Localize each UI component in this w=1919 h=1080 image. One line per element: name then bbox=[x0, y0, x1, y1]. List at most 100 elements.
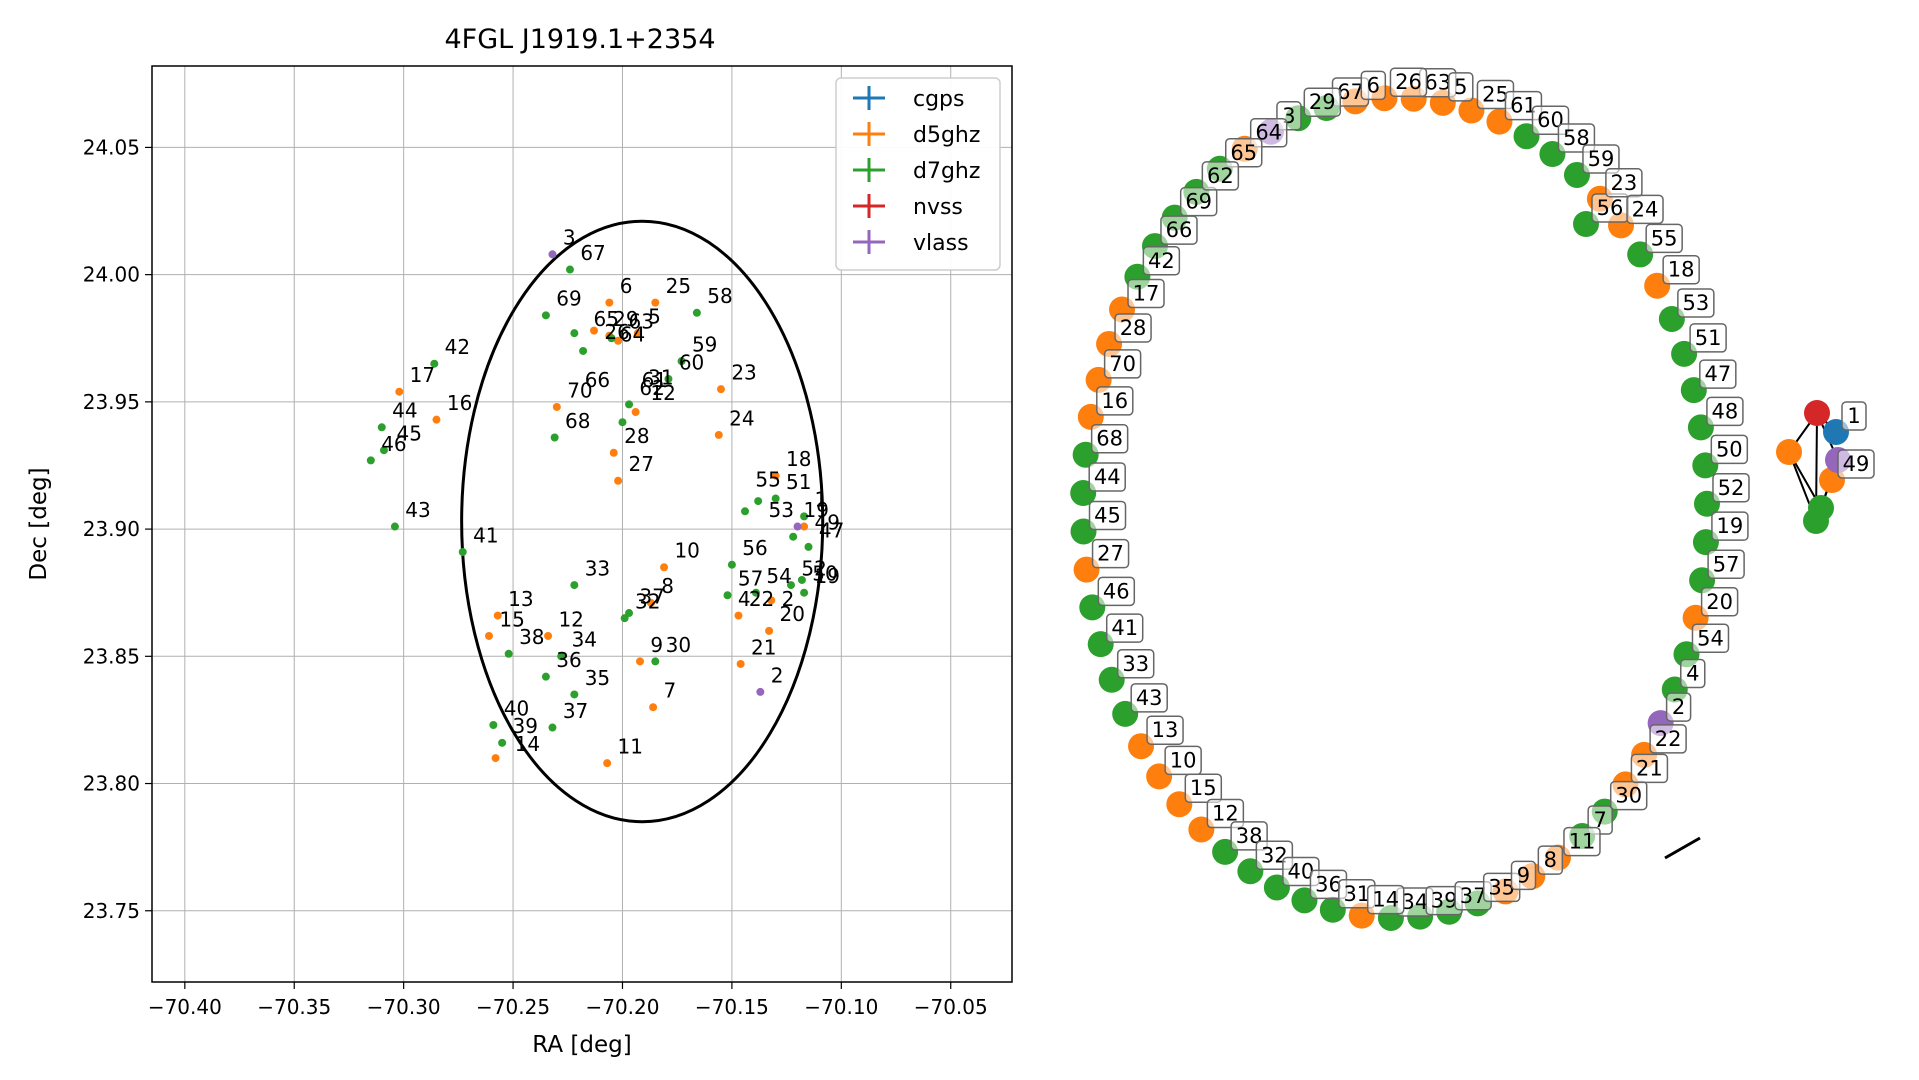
point-label: 49 bbox=[814, 511, 839, 535]
graph-node-label: 33 bbox=[1116, 649, 1155, 679]
graph-node-label: 24 bbox=[1626, 194, 1664, 225]
point-label: 67 bbox=[580, 241, 605, 265]
point-d7ghz bbox=[458, 547, 467, 556]
point-label: 68 bbox=[565, 409, 590, 433]
point-d7ghz bbox=[377, 423, 386, 432]
graph-node-label: 7 bbox=[1587, 805, 1613, 835]
graph-node-label: 51 bbox=[1689, 323, 1727, 353]
graph-node-label: 11 bbox=[1563, 826, 1601, 857]
label-text: 6 bbox=[1367, 73, 1380, 97]
label-text: 30 bbox=[1615, 784, 1642, 808]
point-label: 69 bbox=[556, 287, 581, 311]
point-label: 33 bbox=[585, 556, 610, 580]
graph-node-label: 67 bbox=[1331, 77, 1370, 107]
graph-node-label: 17 bbox=[1127, 278, 1165, 309]
label-text: 9 bbox=[1517, 863, 1530, 887]
point-d5ghz bbox=[765, 626, 774, 635]
label-text: 36 bbox=[1315, 872, 1342, 896]
graph-node-label: 48 bbox=[1706, 396, 1744, 427]
label-text: 11 bbox=[1569, 830, 1596, 854]
label-text: 20 bbox=[1706, 590, 1733, 614]
label-text: 46 bbox=[1103, 579, 1130, 603]
label-box bbox=[1116, 649, 1155, 679]
x-tick-label: −70.25 bbox=[476, 995, 550, 1019]
label-text: 5 bbox=[1454, 75, 1467, 99]
graph-node-label: 2 bbox=[1665, 692, 1692, 722]
label-box bbox=[1360, 70, 1387, 101]
graph-node-label: 65 bbox=[1224, 138, 1263, 168]
legend-label: nvss bbox=[913, 195, 963, 220]
graph-node-label: 16 bbox=[1096, 386, 1134, 416]
point-d7ghz bbox=[727, 560, 736, 569]
point-label: 50 bbox=[812, 562, 837, 586]
y-tick-label: 23.95 bbox=[83, 390, 140, 414]
graph-node-nvss bbox=[1804, 400, 1830, 426]
label-box bbox=[1448, 72, 1474, 102]
label-box bbox=[1680, 658, 1706, 689]
label-box bbox=[1179, 186, 1218, 217]
label-box bbox=[1184, 773, 1223, 803]
point-label: 65 bbox=[593, 307, 618, 331]
graph-node-label: 10 bbox=[1164, 745, 1202, 776]
point-d7ghz bbox=[800, 588, 809, 597]
point-label: 63 bbox=[628, 310, 653, 334]
label-text: 50 bbox=[1716, 437, 1743, 461]
point-d7ghz bbox=[664, 374, 673, 383]
graph-node-label: 23 bbox=[1605, 168, 1643, 198]
point-d7ghz bbox=[579, 346, 588, 355]
legend-label: vlass bbox=[913, 231, 969, 256]
label-text: 54 bbox=[1697, 626, 1724, 650]
graph-node-label: 22 bbox=[1649, 724, 1687, 754]
legend-item-cgps: cgps bbox=[853, 86, 965, 112]
graph-node-label: 8 bbox=[1537, 845, 1564, 875]
point-label: 19 bbox=[804, 498, 829, 522]
label-box bbox=[1706, 396, 1744, 427]
point-d5ghz bbox=[646, 598, 655, 607]
label-text: 10 bbox=[1170, 748, 1197, 772]
point-label: 10 bbox=[674, 539, 699, 563]
label-text: 2 bbox=[1672, 695, 1685, 719]
point-label: 5 bbox=[648, 305, 661, 329]
label-box bbox=[1662, 254, 1700, 285]
y-axis-ticks: 23.75 23.80 23.85 23.90 23.95 24.00 24.05 bbox=[83, 135, 152, 923]
label-box bbox=[1711, 511, 1749, 541]
label-text: 39 bbox=[1431, 889, 1458, 913]
label-box bbox=[1665, 692, 1692, 722]
graph-node-label: 59 bbox=[1582, 144, 1620, 174]
graph-node-label: 29 bbox=[1303, 87, 1342, 117]
label-text: 21 bbox=[1636, 756, 1663, 780]
point-d5ghz bbox=[736, 659, 745, 668]
label-text: 8 bbox=[1544, 848, 1557, 872]
point-d7ghz bbox=[430, 359, 439, 368]
point-label: 59 bbox=[692, 333, 717, 357]
point-label: 8 bbox=[661, 574, 674, 598]
label-text: 15 bbox=[1190, 776, 1217, 800]
label-box bbox=[1630, 753, 1669, 784]
point-label: 44 bbox=[392, 399, 417, 423]
point-d5ghz bbox=[714, 430, 723, 439]
label-text: 31 bbox=[1343, 882, 1370, 906]
point-d5ghz bbox=[631, 408, 640, 417]
label-box bbox=[1160, 215, 1198, 245]
legend-item-d7ghz: d7ghz bbox=[853, 158, 980, 184]
x-axis-label: RA [deg] bbox=[532, 1032, 631, 1058]
label-box bbox=[1088, 462, 1126, 492]
label-box bbox=[1649, 724, 1687, 754]
point-label: 51 bbox=[786, 470, 811, 494]
point-label: 12 bbox=[650, 381, 675, 405]
label-text: 17 bbox=[1133, 281, 1160, 305]
point-d7ghz bbox=[504, 649, 513, 658]
point-label: 4 bbox=[738, 587, 751, 611]
point-label: 20 bbox=[779, 602, 804, 626]
graph-node-label: 13 bbox=[1146, 715, 1184, 745]
graph-node-label: 37 bbox=[1454, 881, 1492, 911]
point-label: 15 bbox=[499, 607, 524, 631]
point-d5ghz bbox=[614, 476, 623, 485]
point-label: 27 bbox=[628, 452, 653, 476]
point-label: 54 bbox=[766, 564, 791, 588]
label-box bbox=[1091, 538, 1130, 569]
label-text: 34 bbox=[1402, 890, 1429, 914]
point-d5ghz bbox=[609, 448, 618, 457]
point-d7ghz bbox=[498, 738, 507, 747]
graph-node-label: 21 bbox=[1630, 753, 1669, 784]
